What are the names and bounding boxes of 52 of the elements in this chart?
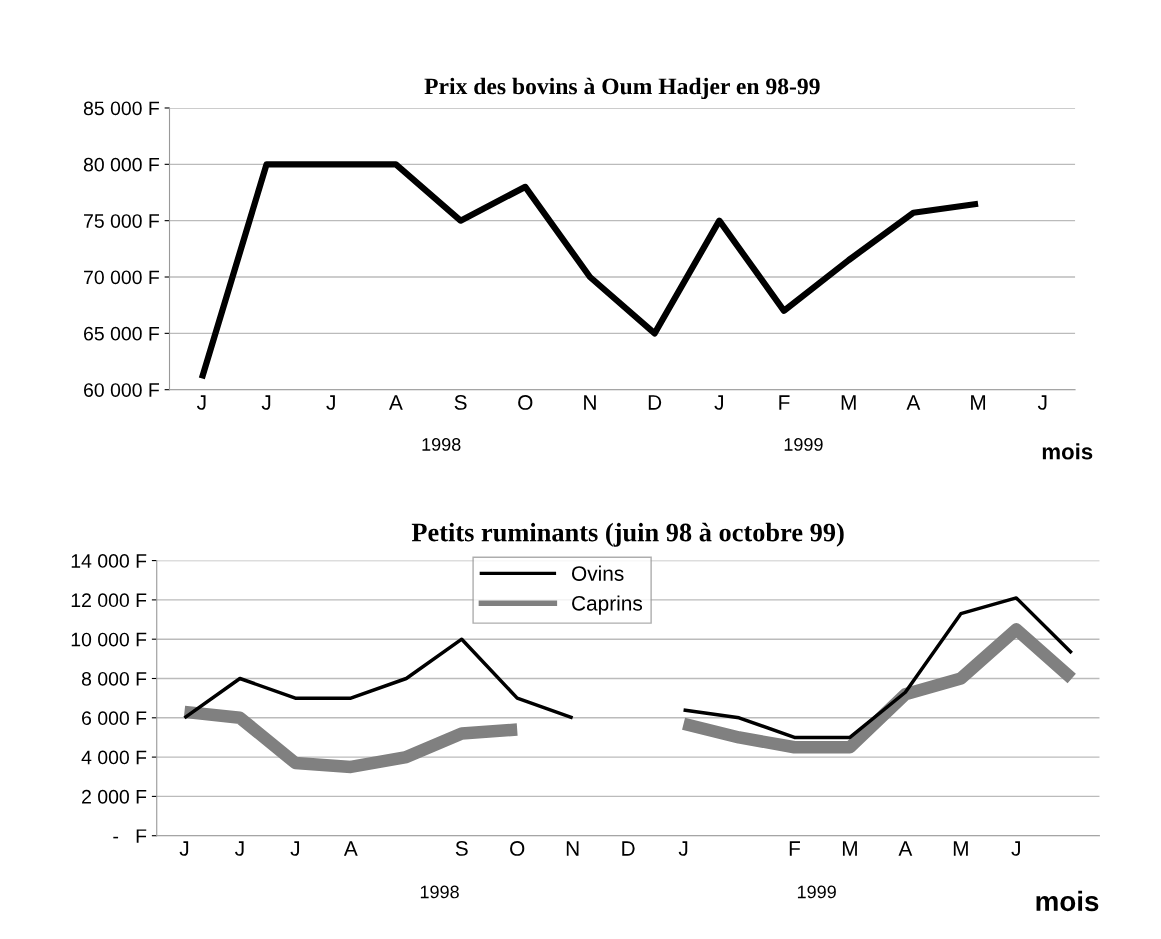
x-tick-label: N [584,395,596,410]
chart-title: Petits ruminants (juin 98 à octobre 99) [411,522,844,547]
x-tick-label: A [906,395,921,410]
x-tick-label: J [714,395,723,410]
x-tick-label: A [389,395,403,410]
x-axis-title: mois [1036,890,1099,912]
x-tick-label: J [196,395,206,410]
x-tick-label: D [622,841,635,856]
x-tick-label: J [290,841,300,856]
x-tick-label: S [455,841,468,856]
text: 1998 [420,885,459,899]
x-tick-label: J [235,841,244,856]
y-tick-label: - F [113,829,147,843]
y-tick-label: 75 000 F [84,214,160,228]
x-tick-label: J [261,395,271,410]
y-tick-label: 85 000 F [83,101,160,116]
y-tick-label: 14 000 F [71,554,147,568]
x-tick-label: M [971,395,986,410]
y-tick-label: 65 000 F [84,326,160,341]
chart-title: Prix des bovins à Oum Hadjer en 98-99 [424,77,820,100]
y-tick-label: 12 000 F [71,593,147,608]
x-tick-label: O [510,841,525,856]
y-tick-label: 80 000 F [83,157,160,172]
x-tick-label: S [454,395,467,410]
x-tick-label: F [789,841,800,856]
y-tick-label: 8 000 F [81,671,147,686]
y-tick-label: 2 000 F [82,789,147,804]
y-tick-label: 10 000 F [71,632,147,647]
x-tick-label: J [179,841,189,856]
x-tick-label: A [898,841,913,856]
text: 1999 [784,438,823,451]
y-tick-label: 6 000 F [82,711,147,726]
y-tick-label: 70 000 F [84,270,160,285]
x-tick-label: A [343,841,358,856]
x-tick-label: M [842,841,857,856]
x-tick-label: F [779,395,790,410]
x-tick-label: M [953,841,968,856]
x-tick-label: D [648,395,662,410]
y-tick-label: 60 000 F [84,383,160,397]
x-axis-title: mois [1042,443,1093,460]
legend-label: Ovins [572,565,624,581]
legend-label: Caprins [572,595,643,615]
text: 1999 [797,885,836,899]
x-tick-label: N [566,841,579,856]
y-tick-label: 4 000 F [81,750,147,765]
x-tick-label: O [518,395,533,410]
x-tick-label: J [1037,395,1047,410]
x-tick-label: M [841,395,856,410]
x-tick-label: J [678,841,688,856]
text: 1998 [422,438,461,451]
x-tick-label: J [1011,841,1020,856]
x-tick-label: J [326,395,335,410]
